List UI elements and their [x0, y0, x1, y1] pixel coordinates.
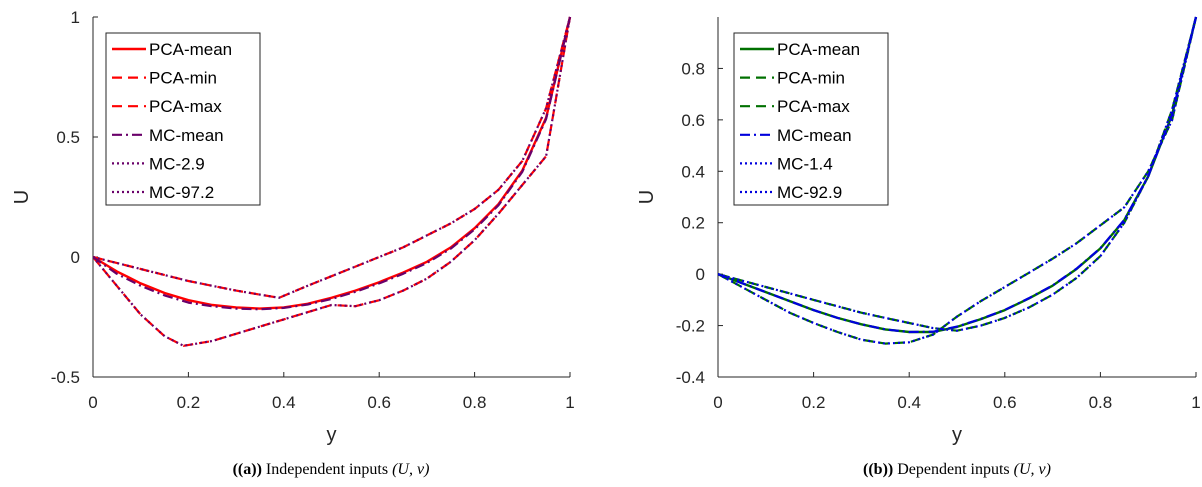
legend-entry: PCA-min	[149, 69, 217, 88]
series-line-mc-2-9	[93, 16, 572, 347]
chart-panel-2: 0 0.2 0.4 0.6 0.8 1 -0.4 -0.2 0 0.2 0.4 0.6 0.8 y U PCA…	[636, 16, 1201, 478]
y-tick-label: 0	[696, 265, 705, 284]
y-tick-label: 0.8	[681, 59, 705, 78]
x-axis-label: y	[327, 424, 337, 446]
legend-entry: MC-97.2	[149, 183, 214, 202]
legend-entry: MC-92.9	[777, 183, 842, 202]
legend-entry: PCA-min	[777, 69, 845, 88]
x-tick-label: 0.6	[993, 393, 1017, 412]
legend-box	[105, 32, 261, 206]
x-tick-label: 0.8	[463, 393, 487, 412]
legend-entry: PCA-mean	[149, 40, 232, 59]
y-tick-label: 0.5	[56, 128, 80, 147]
legend-box	[733, 32, 889, 206]
legend-entry: MC-1.4	[777, 154, 833, 173]
x-tick-label: 0	[88, 393, 97, 412]
chart-panel-1: 0 0.2 0.4 0.6 0.8 1 -0.5 0 0.5 1 y U PCA-mean PCA-min…	[11, 8, 575, 478]
y-tick-label: 0.6	[681, 111, 705, 130]
series-line-mc-97-2	[93, 16, 572, 299]
caption-label: ((b))	[863, 461, 893, 478]
x-tick-label: 0	[713, 393, 722, 412]
legend-entry: PCA-mean	[777, 40, 860, 59]
y-tick-label: 0.2	[681, 214, 705, 233]
y-axis-label: U	[636, 190, 658, 204]
legend: PCA-mean PCA-min PCA-max MC-mean MC-2.9 MC-97…	[105, 32, 261, 206]
caption-math: (U, ν)	[392, 461, 429, 478]
x-tick-label: 1	[1191, 393, 1200, 412]
caption-label: ((a))	[233, 461, 262, 478]
x-tick-label: 0.4	[272, 393, 296, 412]
y-tick-label: 1	[71, 8, 80, 27]
x-tick-label: 0.4	[897, 393, 921, 412]
legend-entry: PCA-max	[777, 97, 850, 116]
y-axis-label: U	[11, 190, 33, 204]
caption-text: Dependent inputs	[893, 461, 1013, 478]
figure-caption: ((b)) Dependent inputs (U, ν)	[863, 461, 1051, 478]
series-line-mc-1-4	[718, 16, 1198, 345]
x-tick-label: 0.2	[802, 393, 826, 412]
legend-entry: MC-2.9	[149, 154, 205, 173]
y-tick-label: 0.4	[681, 162, 705, 181]
y-tick-label: -0.2	[676, 317, 705, 336]
x-tick-label: 0.6	[367, 393, 391, 412]
y-tick-label: 0	[71, 248, 80, 267]
y-tick-label: -0.4	[676, 368, 705, 387]
x-tick-label: 0.8	[1089, 393, 1113, 412]
y-tick-label: -0.5	[51, 368, 80, 387]
x-axis-label: y	[952, 424, 962, 446]
legend: PCA-mean PCA-min PCA-max MC-mean MC-1.4 MC-92…	[733, 32, 889, 206]
x-tick-label: 0.2	[177, 393, 201, 412]
legend-entry: PCA-max	[149, 97, 222, 116]
series-line-mc-mean	[718, 16, 1198, 334]
legend-entry: MC-mean	[777, 126, 852, 145]
caption-math: (U, ν)	[1014, 461, 1051, 478]
x-tick-label: 1	[565, 393, 574, 412]
series-line-mc-mean	[93, 16, 572, 311]
legend-entry: MC-mean	[149, 126, 224, 145]
figure-caption: ((a)) Independent inputs (U, ν)	[233, 461, 430, 478]
caption-text: Independent inputs	[262, 461, 392, 478]
series-line-mc-92-9	[718, 16, 1198, 332]
